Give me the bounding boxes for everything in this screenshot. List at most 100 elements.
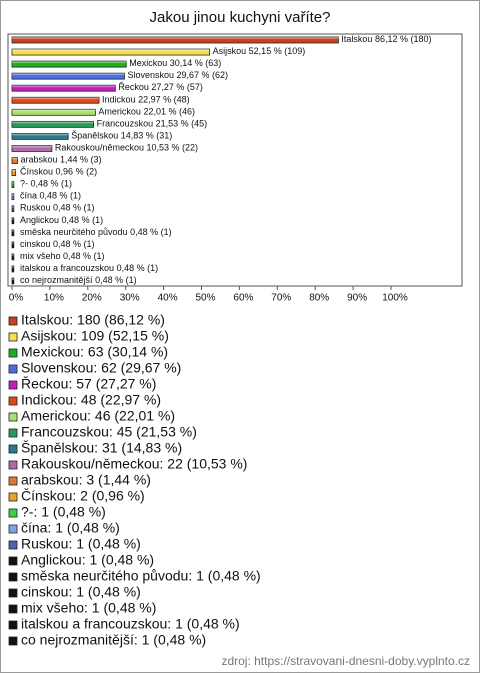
legend-swatch (8, 620, 18, 630)
x-tick-label: 80% (309, 293, 329, 304)
data-label: Asijskou 52,15 % (109) (213, 46, 306, 56)
legend-swatch (8, 540, 18, 550)
data-label-value: 52,15 % (109) (249, 46, 306, 56)
bar-highlight (12, 61, 127, 64)
data-label-value: 0,48 % (1) (53, 203, 95, 213)
legend-swatch (8, 380, 18, 390)
data-label-category: Slovenskou (127, 71, 174, 81)
data-label: cinskou 0,48 % (1) (20, 239, 95, 249)
bar (11, 241, 15, 249)
data-label: ?- 0,48 % (1) (20, 179, 72, 189)
data-label-value: 1,44 % (3) (60, 155, 102, 165)
data-label: co nejrozmanitější 0,48 % (1) (20, 275, 137, 285)
data-label: Slovenskou 29,67 % (62) (127, 71, 228, 81)
bar (11, 181, 15, 189)
bar (11, 48, 211, 56)
legend-label: Rakouskou/německou: 22 (10,53 %) (21, 456, 247, 472)
source: zdroj: https://stravovani-dnesni-doby.vy… (221, 654, 470, 668)
data-label-value: 21,53 % (45) (156, 119, 208, 129)
legend-swatch (8, 348, 18, 358)
legend-label: Mexickou: 63 (30,14 %) (21, 344, 168, 360)
bar (11, 217, 15, 225)
data-label: směska neurčitého původu 0,48 % (1) (20, 227, 172, 237)
bar-highlight (12, 49, 210, 52)
chart-title: Jakou jinou kuchyni vaříte? (150, 9, 331, 26)
legend-label: Americkou: 46 (22,01 %) (21, 408, 175, 424)
bar (11, 169, 17, 176)
bar (11, 229, 15, 237)
bar-highlight (12, 193, 14, 196)
legend-swatch (8, 332, 18, 342)
data-label-value: 0,48 % (1) (117, 263, 159, 273)
data-label: Indickou 22,97 % (48) (102, 95, 190, 105)
bar-highlight (12, 217, 14, 220)
data-label-category: Španělskou (71, 131, 118, 141)
legend-swatch (8, 412, 18, 422)
bar-highlight (12, 278, 14, 280)
legend-label: italskou a francouzskou: 1 (0,48 %) (21, 616, 240, 632)
legend-label: ?-: 1 (0,48 %) (21, 504, 106, 520)
data-label-value: 0,96 % (2) (56, 167, 98, 177)
bar (11, 96, 100, 104)
legend-swatch (8, 588, 18, 598)
bar (11, 120, 94, 128)
x-tick-label: 90% (347, 293, 367, 304)
bar-highlight (12, 205, 14, 208)
legend-swatch (8, 444, 18, 454)
data-label: Rakouskou/německou 10,53 % (22) (55, 143, 198, 153)
bar-highlight (12, 121, 94, 124)
bar (11, 277, 15, 285)
x-tick-label: 70% (271, 293, 291, 304)
x-tick-label: 100% (382, 293, 408, 304)
bar (11, 253, 15, 261)
legend-label: Řeckou: 57 (27,27 %) (21, 376, 156, 392)
data-label: Francouzskou 21,53 % (45) (97, 119, 208, 129)
data-label: Mexickou 30,14 % (63) (129, 58, 221, 68)
data-label: italskou a francouzskou 0,48 % (1) (20, 263, 158, 273)
data-label-value: 0,48 % (1) (63, 251, 105, 261)
legend-swatch (8, 476, 18, 486)
data-label-category: cinskou (20, 239, 51, 249)
data-label-category: Ruskou (20, 203, 51, 213)
data-label-value: 0,48 % (1) (40, 191, 82, 201)
legend-label: Slovenskou: 62 (29,67 %) (21, 360, 181, 376)
bar-highlight (12, 85, 116, 88)
x-tick-label: 20% (82, 293, 102, 304)
bar-highlight (12, 73, 125, 76)
bar-highlight (12, 229, 14, 232)
data-label-value: 0,48 % (1) (95, 275, 137, 285)
data-label-category: Asijskou (213, 46, 247, 56)
bar-highlight (12, 181, 14, 184)
data-label-category: Indickou (102, 95, 136, 105)
legend-swatch (8, 572, 18, 582)
data-label-value: 14,83 % (31) (121, 131, 173, 141)
data-label-category: směska neurčitého původu (20, 227, 128, 237)
data-label-category: co nejrozmanitější (20, 275, 93, 285)
data-label: Ruskou 0,48 % (1) (20, 203, 95, 213)
data-label-category: mix všeho (20, 251, 61, 261)
data-label-category: Anglickou (20, 215, 59, 225)
legend-swatch (8, 492, 18, 502)
data-label-value: 86,12 % (180) (375, 34, 432, 44)
legend-label: Indickou: 48 (22,97 %) (21, 392, 161, 408)
data-label-category: Italskou (341, 34, 372, 44)
legend-label: čína: 1 (0,48 %) (21, 520, 120, 536)
data-label-value: 29,67 % (62) (176, 71, 228, 81)
data-label-value: 0,48 % (1) (130, 227, 172, 237)
bar (11, 205, 15, 213)
bar (11, 36, 339, 44)
legend-label: Asijskou: 109 (52,15 %) (21, 328, 169, 344)
data-label-value: 0,48 % (1) (31, 179, 73, 189)
data-label-category: Čínskou (20, 167, 53, 177)
legend-swatch (8, 396, 18, 406)
legend-label: Francouzskou: 45 (21,53 %) (21, 424, 197, 440)
data-label-value: 22,97 % (48) (138, 95, 190, 105)
bar (11, 157, 18, 164)
data-label: mix všeho 0,48 % (1) (20, 251, 105, 261)
legend-label: Španělskou: 31 (14,83 %) (21, 440, 182, 456)
x-tick-label: 60% (233, 293, 253, 304)
bar-highlight (12, 169, 16, 172)
legend-swatch (8, 604, 18, 614)
bar (11, 193, 15, 201)
bar-highlight (12, 37, 339, 39)
